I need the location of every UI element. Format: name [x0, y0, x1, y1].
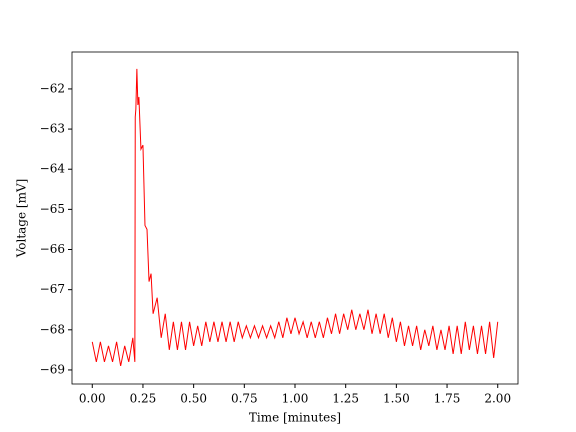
x-tick-label: 0.50	[180, 392, 207, 406]
x-tick-label: 0.25	[130, 392, 157, 406]
x-axis-label: Time [minutes]	[249, 411, 341, 425]
y-tick-label: −65	[40, 202, 65, 216]
y-tick-label: −66	[40, 242, 65, 256]
x-tick-label: 1.25	[332, 392, 359, 406]
y-tick-label: −62	[40, 81, 65, 95]
plot-frame	[71, 51, 519, 385]
y-tick-label: −63	[40, 122, 65, 136]
x-tick-label: 1.00	[282, 392, 309, 406]
y-tick-label: −67	[40, 282, 65, 296]
y-tick-label: −64	[40, 162, 66, 176]
x-tick-label: 2.00	[484, 392, 511, 406]
x-tick-label: 0.00	[79, 392, 106, 406]
x-tick-label: 1.75	[434, 392, 461, 406]
y-tick-label: −69	[40, 362, 65, 376]
y-tick-label: −68	[40, 322, 65, 336]
x-tick-label: 1.50	[383, 392, 410, 406]
x-tick-label: 0.75	[231, 392, 258, 406]
line-series	[91, 68, 499, 367]
y-axis-label: Voltage [mV]	[15, 179, 29, 259]
